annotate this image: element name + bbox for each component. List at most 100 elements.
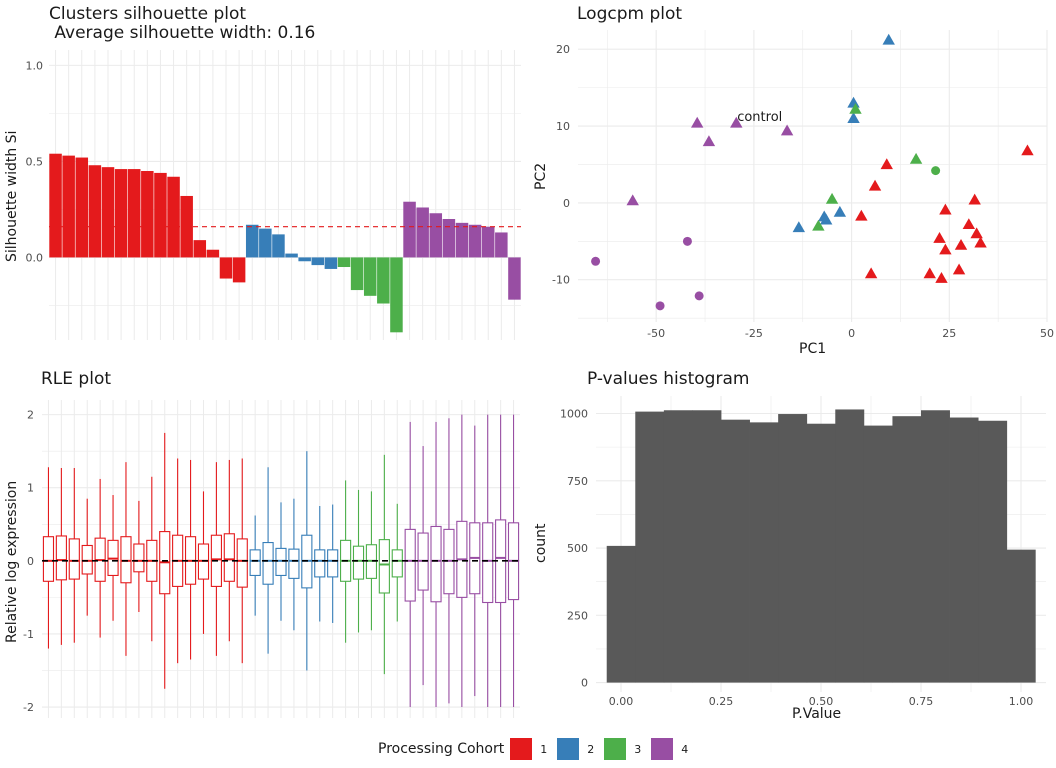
histogram-bin <box>892 416 922 683</box>
logcpm-x-axis-label: PC1 <box>799 341 827 357</box>
y-tick-label: -1 <box>23 628 34 641</box>
logcpm-plot: -50 -25 0 25 50 -10 0 10 20 control <box>552 30 1054 340</box>
silhouette-bar <box>481 226 495 258</box>
logcpm-title: Logcpm plot <box>577 4 683 24</box>
rle-plot: -2 -1 0 1 2 <box>23 400 520 718</box>
silhouette-bar <box>403 201 416 258</box>
y-tick-label: 1.0 <box>26 59 44 72</box>
scatter-point <box>882 33 895 45</box>
scatter-point <box>819 213 833 225</box>
silhouette-title: Clusters silhouette plot <box>49 4 247 24</box>
silhouette-bar <box>232 257 246 283</box>
box <box>55 535 67 581</box>
silhouette-bar <box>75 157 89 258</box>
scatter-point <box>968 193 981 205</box>
silhouette-bar <box>337 257 351 268</box>
legend-label-3: 3 <box>634 742 642 756</box>
box <box>288 548 300 579</box>
x-tick-label: 0.75 <box>909 695 934 708</box>
y-tick-label: 0 <box>581 677 588 690</box>
legend-key-4 <box>651 738 674 760</box>
scatter-point <box>880 158 893 170</box>
scatter-point <box>730 116 743 128</box>
histogram-bin <box>835 409 865 683</box>
rle-title: RLE plot <box>41 369 112 389</box>
silhouette-bar <box>154 172 167 258</box>
histogram-bin <box>778 414 808 683</box>
histogram-bin <box>806 423 836 683</box>
scatter-point <box>864 267 878 279</box>
silhouette-bar <box>298 257 311 262</box>
scatter-point <box>954 238 968 250</box>
scatter-point <box>933 232 946 243</box>
box <box>352 545 365 580</box>
silhouette-bar <box>429 213 443 258</box>
scatter-point <box>939 203 952 215</box>
silhouette-bar <box>245 224 259 258</box>
silhouette-bar <box>167 176 180 258</box>
box <box>120 536 132 584</box>
silhouette-bar <box>219 257 233 279</box>
x-tick-label: 50 <box>1040 327 1054 340</box>
box <box>133 543 145 573</box>
legend-item-2: 2 <box>557 738 594 760</box>
pvalues-title: P-values histogram <box>587 369 750 389</box>
pvalues-x-axis-label: P.Value <box>792 706 842 722</box>
box <box>275 547 287 576</box>
scatter-point <box>849 102 862 114</box>
x-tick-label: 0.50 <box>809 695 834 708</box>
silhouette-bar <box>416 207 429 258</box>
x-tick-label: 0.00 <box>609 695 634 708</box>
histogram-bin <box>749 422 779 683</box>
silhouette-bar <box>285 253 298 258</box>
silhouette-bar <box>206 249 220 258</box>
y-tick-label: 0 <box>563 197 570 210</box>
box <box>378 539 390 594</box>
scatter-point <box>974 236 987 248</box>
y-tick-label: 0.0 <box>26 251 44 264</box>
scatter-point <box>702 135 716 147</box>
x-tick-label: -25 <box>745 327 763 340</box>
silhouette-bar <box>455 222 469 258</box>
scatter-point <box>812 219 825 231</box>
y-tick-label: 1000 <box>560 407 588 420</box>
box <box>68 538 80 580</box>
scatter-point <box>855 209 868 221</box>
legend-label-2: 2 <box>587 742 595 756</box>
scatter-point <box>691 116 704 128</box>
scatter-point <box>868 179 882 191</box>
scatter-point <box>833 205 847 217</box>
scatter-point <box>626 194 639 206</box>
scatter-point <box>792 221 806 233</box>
legend-label-4: 4 <box>681 742 689 756</box>
scatter-point <box>694 291 704 301</box>
scatter-point <box>655 301 665 311</box>
silhouette-bar <box>311 257 325 266</box>
legend-title: Processing Cohort <box>378 741 505 757</box>
silhouette-bar <box>88 165 102 258</box>
y-tick-label: -10 <box>552 274 570 287</box>
silhouette-bar <box>62 155 75 258</box>
scatter-point <box>847 112 860 124</box>
silhouette-bar <box>114 169 128 258</box>
box <box>81 544 93 575</box>
silhouette-bar <box>127 169 141 258</box>
legend-item-1: 1 <box>510 738 547 760</box>
histogram-bin <box>863 425 893 683</box>
x-tick-label: -50 <box>647 327 665 340</box>
y-tick-label: 0 <box>27 555 34 568</box>
scatter-point <box>962 218 976 230</box>
box <box>430 525 442 603</box>
box <box>249 549 261 576</box>
silhouette-bar <box>350 257 364 291</box>
silhouette-plot: 0.0 0.5 1.0 <box>26 50 521 340</box>
silhouette-bar <box>101 167 115 258</box>
silhouette-bar <box>324 257 338 269</box>
histogram-bin <box>921 410 950 683</box>
silhouette-subtitle: Average silhouette width: 0.16 <box>49 23 316 43</box>
legend-key-3 <box>604 738 627 760</box>
scatter-point <box>909 152 923 164</box>
box <box>236 538 248 588</box>
box <box>223 533 235 582</box>
box <box>262 542 274 585</box>
